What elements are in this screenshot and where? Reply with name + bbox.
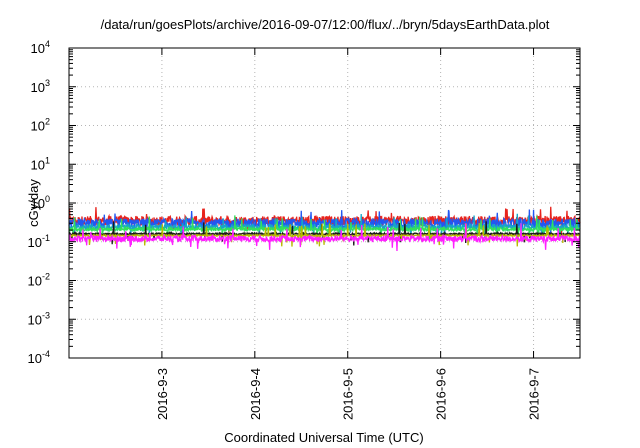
x-tick-label: 2016-9-7 [527, 368, 542, 420]
y-tick-label: 100 [31, 194, 50, 211]
series-layer [68, 206, 581, 252]
y-tick-label: 10-1 [28, 233, 50, 250]
series-line-6 [68, 222, 581, 247]
x-axis: 2016-9-3 2016-9-4 2016-9-5 2016-9-6 2016-9-7 [155, 48, 542, 420]
series-line-4 [68, 215, 581, 241]
grid [69, 48, 580, 358]
x-tick-label: 2016-9-4 [248, 368, 263, 420]
y-tick-label: 10-4 [28, 349, 50, 366]
y-tick-label: 101 [31, 155, 50, 172]
x-axis-label: Coordinated Universal Time (UTC) [224, 430, 423, 445]
x-tick-label: 2016-9-3 [155, 368, 170, 420]
y-tick-label: 102 [31, 117, 50, 134]
y-tick-label: 10-2 [28, 272, 50, 289]
x-tick-label: 2016-9-6 [434, 368, 449, 420]
series-line-5 [68, 221, 581, 246]
x-tick-label: 2016-9-5 [341, 368, 356, 420]
chart-title: /data/run/goesPlots/archive/2016-09-07/1… [101, 17, 550, 32]
y-axis-label: cGy/day [26, 179, 41, 227]
y-axis: 104 103 102 101 100 10-1 10-2 10-3 10-4 [28, 39, 580, 366]
y-tick-label: 103 [31, 78, 50, 95]
y-tick-label: 10-3 [28, 310, 50, 327]
series-line-7 [68, 223, 581, 252]
y-tick-label: 104 [31, 39, 50, 56]
